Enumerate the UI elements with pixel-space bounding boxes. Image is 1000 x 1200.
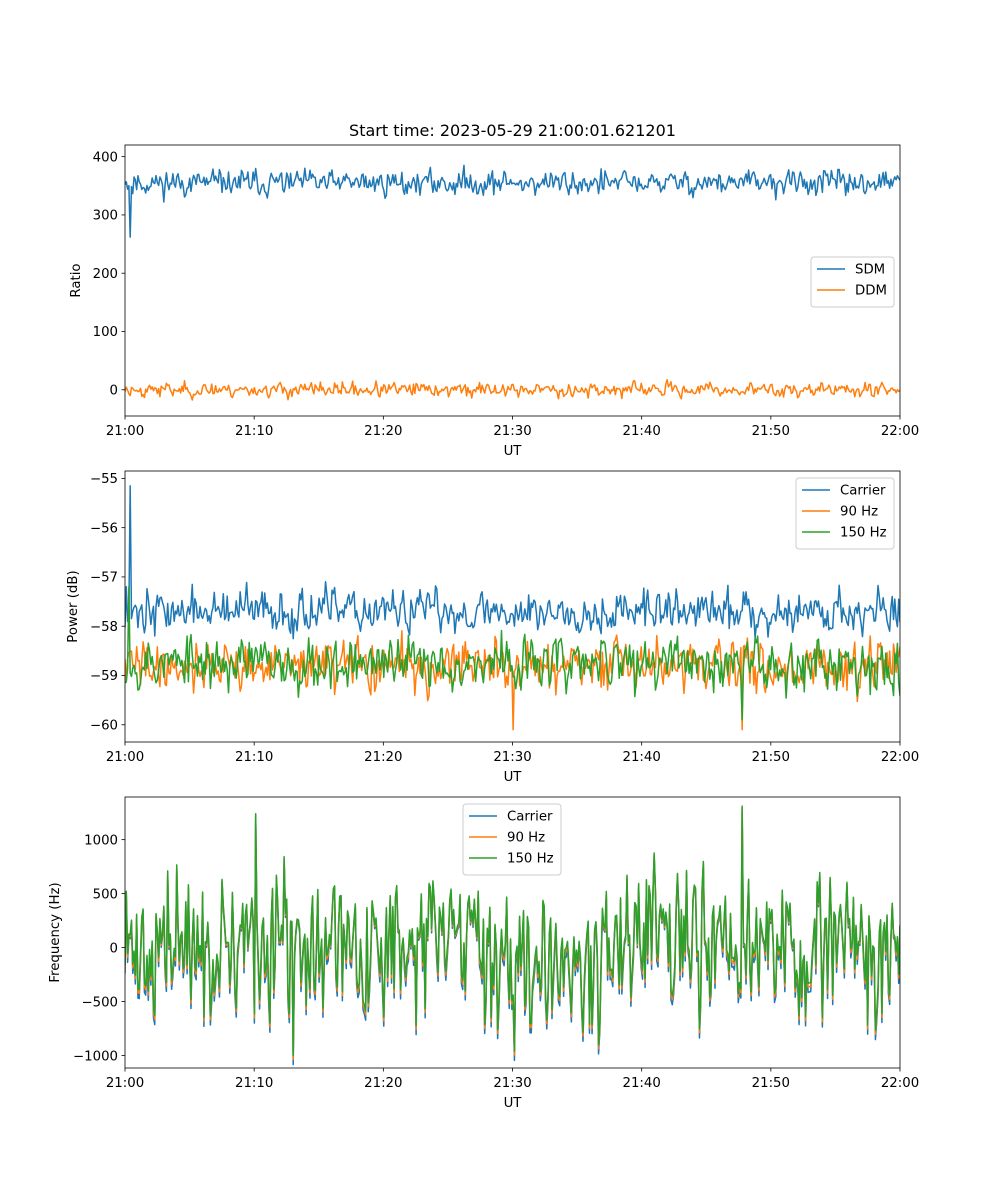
y-axis-label: Frequency (Hz) — [48, 882, 63, 982]
frequency-panel: 21:00 21:10 21:20 21:30 21:40 21:50 22:00 UT −10… — [48, 796, 919, 1111]
x-tick-label: 21:30 — [493, 750, 531, 765]
legend-label: 90 Hz — [507, 831, 545, 846]
y-tick-label: 1000 — [84, 833, 118, 848]
series-line-150-hz — [125, 586, 900, 721]
legend-label: SDM — [855, 263, 885, 278]
x-tick-label: 22:00 — [881, 1076, 919, 1091]
x-tick-label: 21:50 — [752, 750, 790, 765]
series-line-carrier — [125, 485, 900, 640]
y-tick-label: 400 — [93, 150, 118, 165]
y-tick-label: 100 — [93, 325, 118, 340]
series-line-150-hz — [125, 805, 900, 1057]
y-tick-label: 300 — [93, 209, 118, 224]
x-tick-label: 21:20 — [364, 1076, 402, 1091]
y-tick-label: −500 — [81, 995, 118, 1010]
x-tick-label: 21:20 — [364, 750, 402, 765]
y-tick-label: 0 — [110, 941, 118, 956]
x-tick-label: 21:50 — [752, 1076, 790, 1091]
ratio-panel: 21:00 21:10 21:20 21:30 21:40 21:50 22:00 UT 0 10… — [69, 144, 919, 459]
series-line-90-hz — [125, 629, 900, 731]
y-tick-label: −57 — [90, 571, 118, 586]
legend: SDM DDM — [810, 256, 895, 308]
y-tick-label: −56 — [90, 521, 118, 536]
y-tick-label: 200 — [93, 267, 118, 282]
series-line-ddm — [125, 379, 900, 401]
x-tick-label: 22:00 — [881, 424, 919, 439]
legend-label: 150 Hz — [507, 852, 554, 867]
x-tick-label: 21:40 — [623, 750, 661, 765]
x-axis-label: UT — [504, 444, 523, 459]
x-tick-label: 21:30 — [493, 1076, 531, 1091]
x-tick-label: 21:40 — [623, 424, 661, 439]
y-axis-label: Ratio — [69, 263, 84, 297]
x-tick-label: 21:40 — [623, 1076, 661, 1091]
x-tick-label: 21:50 — [752, 424, 790, 439]
legend-label: DDM — [855, 284, 887, 299]
legend-label: Carrier — [507, 810, 553, 825]
chart-title: Start time: 2023-05-29 21:00:01.621201 — [349, 121, 676, 140]
y-tick-label: −55 — [90, 472, 118, 487]
x-tick-label: 21:00 — [106, 1076, 144, 1091]
axes-frame — [124, 144, 901, 417]
y-axis-label: Power (dB) — [66, 570, 81, 642]
y-tick-label: 0 — [110, 383, 118, 398]
legend-label: 150 Hz — [840, 526, 887, 541]
y-tick-label: −60 — [90, 718, 118, 733]
x-tick-label: 22:00 — [881, 750, 919, 765]
x-tick-label: 21:10 — [235, 1076, 273, 1091]
legend: Carrier 90 Hz 150 Hz — [462, 803, 562, 876]
power-panel: 21:00 21:10 21:20 21:30 21:40 21:50 22:00 UT −60… — [66, 470, 919, 785]
y-tick-label: −58 — [90, 620, 118, 635]
y-tick-label: −1000 — [73, 1049, 118, 1064]
x-tick-label: 21:10 — [235, 750, 273, 765]
y-tick-label: 500 — [93, 887, 118, 902]
x-tick-label: 21:20 — [364, 424, 402, 439]
series-line-sdm — [125, 164, 900, 238]
x-tick-label: 21:30 — [493, 424, 531, 439]
legend-label: Carrier — [840, 484, 886, 499]
x-axis-label: UT — [504, 770, 523, 785]
legend-label: 90 Hz — [840, 505, 878, 520]
x-tick-label: 21:10 — [235, 424, 273, 439]
legend: Carrier 90 Hz 150 Hz — [795, 477, 895, 550]
x-tick-label: 21:00 — [106, 750, 144, 765]
x-axis-label: UT — [504, 1096, 523, 1111]
y-tick-label: −59 — [90, 669, 118, 684]
x-tick-label: 21:00 — [106, 424, 144, 439]
